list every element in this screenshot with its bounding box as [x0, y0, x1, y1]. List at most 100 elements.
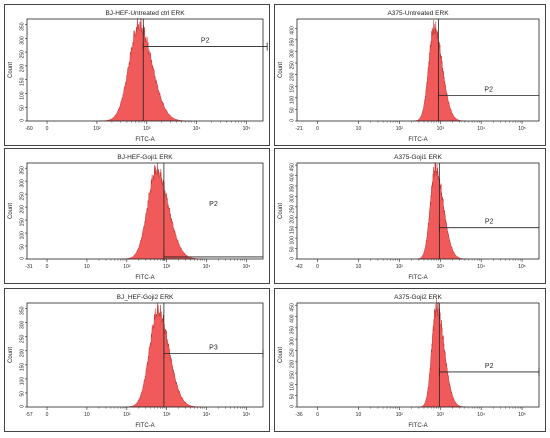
y-tick-label: 350 — [290, 326, 296, 335]
y-tick-label: 250 — [290, 61, 296, 70]
x-tick-label: 10⁴ — [203, 264, 211, 270]
gate-label: P2 — [201, 38, 210, 45]
y-tick-label: 100 — [290, 96, 296, 105]
flow-histogram-3: A375-Goji1 ERKP2050100150200250300350400… — [278, 154, 540, 281]
chart-title: A375-Goji2 ERK — [394, 294, 442, 301]
gate-label: P2 — [484, 87, 493, 94]
plot-frame — [26, 162, 264, 260]
x-tick-label: 10² — [123, 264, 131, 270]
flow-histogram-0: BJ-HEF-Untreated ctrl ERK P2 0 50 100 150 200 2… — [8, 10, 268, 143]
flow-histogram-5: A375-Goji2 ERKP2050100150200250300350400… — [278, 294, 540, 429]
y-tick-label: 200 — [20, 349, 26, 358]
y-tick-label: 50 — [20, 391, 26, 397]
y-axis-label: Count — [278, 203, 284, 219]
x-tick-label: 10⁴ — [477, 412, 485, 418]
y-tick-label: 200 — [20, 205, 26, 214]
x-tick-label: 10² — [93, 126, 101, 132]
y-tick-label: 300 — [290, 49, 296, 58]
flow-histogram-2: BJ-HEF-Goji1 ERKP2050100150200250300350-… — [8, 154, 264, 281]
y-tick-label: 350 — [290, 38, 296, 47]
y-tick-label: 50 — [290, 246, 296, 252]
y-tick-label: 0 — [20, 257, 26, 260]
x-tick-label: 10 — [84, 412, 90, 418]
x-tick-label: 10 — [356, 264, 362, 270]
y-tick-label: 150 — [20, 218, 26, 227]
panel-a375-goji1: A375-Goji1 ERK P2 0 50 100 150 200 250 300 350 400… — [274, 148, 546, 284]
chart-title: BJ-HEF-Untreated ctrl ERK — [105, 10, 185, 17]
panel-bj-hef-goji1: BJ-HEF-Goji1 ERK P2 0 50 100 150 200 250 300 350-… — [4, 148, 270, 284]
y-tick-label: 200 — [20, 64, 26, 73]
x-tick-label: 10³ — [163, 264, 171, 270]
x-tick-label: 10³ — [437, 412, 445, 418]
y-tick-label: 350 — [290, 184, 296, 193]
x-tick-label: 10³ — [163, 412, 171, 418]
y-tick-label: 100 — [290, 236, 296, 245]
y-tick-label: 0 — [290, 119, 296, 122]
flow-histogram-4: BJ_HEF-Goji2 ERKP3050100150200250300350-… — [8, 294, 264, 429]
y-tick-label: 100 — [20, 231, 26, 240]
gate-label: P2 — [485, 363, 494, 370]
gate-label: P2 — [209, 201, 218, 208]
y-tick-label: 450 — [290, 303, 296, 312]
x-axis-start-label: -36 — [295, 412, 302, 418]
chart-title: A375-Goji1 ERK — [394, 154, 442, 161]
flow-histogram-1: A375-Untreated ERKP205010015020025030035… — [278, 10, 540, 143]
x-tick-label: 10³ — [437, 126, 445, 132]
y-axis-label: Count — [8, 347, 14, 363]
x-tick-label: 10⁴ — [477, 264, 485, 270]
x-tick-label: 10⁵ — [243, 126, 251, 132]
y-tick-label: 300 — [20, 320, 26, 329]
plot-frame — [296, 18, 540, 122]
y-tick-label: 200 — [290, 215, 296, 224]
y-tick-label: 50 — [20, 105, 26, 111]
x-tick-label: 10² — [123, 412, 131, 418]
x-axis-start-label: -31 — [25, 264, 32, 270]
gate-label: P2 — [485, 219, 494, 226]
x-tick-label: 10² — [396, 126, 404, 132]
y-axis-label: Count — [278, 62, 284, 78]
y-tick-label: 450 — [290, 163, 296, 172]
x-tick-label: 10⁵ — [518, 264, 526, 270]
x-axis-start-label: -21 — [295, 126, 302, 132]
x-tick-label: 10⁴ — [203, 412, 211, 418]
y-tick-label: 100 — [290, 382, 296, 391]
y-tick-label: 100 — [20, 91, 26, 100]
y-tick-label: 150 — [290, 84, 296, 93]
x-axis-label: FITC-A — [408, 137, 427, 143]
x-axis-label: FITC-A — [408, 275, 427, 281]
y-tick-label: 150 — [290, 371, 296, 380]
y-tick-label: 300 — [290, 194, 296, 203]
y-tick-label: 300 — [290, 337, 296, 346]
chart-title: A375-Untreated ERK — [387, 10, 449, 17]
x-tick-label: 10³ — [143, 126, 151, 132]
y-tick-label: 150 — [20, 363, 26, 372]
y-tick-label: 0 — [20, 405, 26, 408]
histogram-fill — [124, 303, 203, 408]
y-axis-label: Count — [278, 347, 284, 363]
plot-frame — [296, 162, 540, 260]
y-tick-label: 350 — [20, 166, 26, 175]
y-tick-label: 300 — [20, 36, 26, 45]
histogram-fill — [418, 298, 468, 408]
x-tick-label: 0 — [316, 412, 319, 418]
y-tick-label: 100 — [20, 377, 26, 386]
x-tick-label: 10⁵ — [518, 412, 526, 418]
panel-bj-hef-goji2: BJ_HEF-Goji2 ERK P3 0 50 100 150 200 250 300 350-… — [4, 288, 270, 432]
y-tick-label: 250 — [290, 348, 296, 357]
x-axis-label: FITC-A — [135, 137, 154, 143]
y-tick-label: 250 — [20, 335, 26, 344]
x-axis-label: FITC-A — [135, 423, 154, 429]
x-tick-label: 0 — [316, 264, 319, 270]
x-axis-start-label: -57 — [25, 412, 32, 418]
x-tick-label: 0 — [46, 126, 49, 132]
y-tick-label: 400 — [290, 26, 296, 35]
y-tick-label: 250 — [20, 192, 26, 201]
y-tick-label: 50 — [290, 107, 296, 113]
y-tick-label: 0 — [290, 257, 296, 260]
y-tick-label: 200 — [290, 360, 296, 369]
x-axis-label: FITC-A — [135, 275, 154, 281]
plot-frame — [26, 302, 264, 408]
y-tick-label: 150 — [20, 77, 26, 86]
y-axis-label: Count — [8, 203, 14, 219]
y-tick-label: 50 — [290, 393, 296, 399]
